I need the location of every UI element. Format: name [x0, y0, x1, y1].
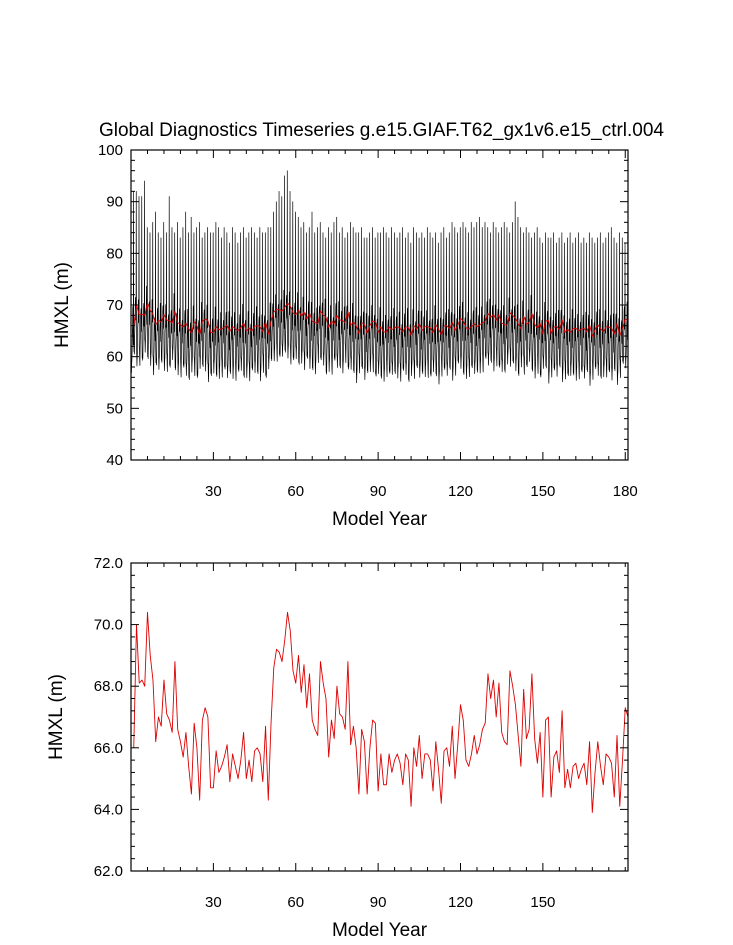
panel-1: Global Diagnostics Timeseries g.e15.GIAF… — [52, 120, 664, 530]
y-tick-label: 72.0 — [94, 555, 123, 572]
y-tick-label: 64.0 — [94, 801, 123, 818]
y-tick-label: 40 — [106, 452, 123, 469]
y-tick-label: 66.0 — [94, 740, 123, 757]
plot-area — [133, 611, 628, 813]
plot-frame — [130, 562, 629, 872]
chart-title: Global Diagnostics Timeseries g.e15.GIAF… — [99, 120, 664, 141]
panel-2: 62.0 64.0 66.0 68.0 70.0 72.0 30 60 90 120 150 Mode… — [46, 555, 629, 941]
y-tick-label: 70.0 — [94, 617, 123, 634]
y-axis-label: HMXL (m) — [46, 674, 67, 760]
series-line-2 — [133, 302, 628, 337]
y-axis-label: HMXL (m) — [52, 262, 73, 348]
x-tick-label: 120 — [448, 483, 473, 500]
x-tick-label: 30 — [205, 894, 222, 911]
y-tick-label: 60 — [106, 349, 123, 366]
y-tick-label: 70 — [106, 297, 123, 314]
x-tick-label: 60 — [287, 483, 304, 500]
x-tick-label: 120 — [448, 894, 473, 911]
y-tick-label: 90 — [106, 194, 123, 211]
series-line-1 — [131, 170, 628, 386]
plot-area — [131, 170, 628, 386]
y-tick-label: 50 — [106, 400, 123, 417]
x-tick-label: 150 — [530, 894, 555, 911]
y-tick-label: 62.0 — [94, 863, 123, 880]
x-tick-label: 90 — [370, 483, 387, 500]
x-tick-label: 90 — [370, 894, 387, 911]
y-tick-label: 68.0 — [94, 678, 123, 695]
x-tick-label: 150 — [530, 483, 555, 500]
x-tick-label: 60 — [287, 894, 304, 911]
x-axis-label: Model Year — [332, 920, 428, 941]
x-tick-label: 30 — [205, 483, 222, 500]
x-axis-label: Model Year — [332, 509, 428, 530]
y-tick-label: 100 — [98, 142, 123, 159]
series-line-1 — [133, 611, 628, 813]
x-tick-label: 180 — [613, 483, 638, 500]
y-tick-label: 80 — [106, 245, 123, 262]
